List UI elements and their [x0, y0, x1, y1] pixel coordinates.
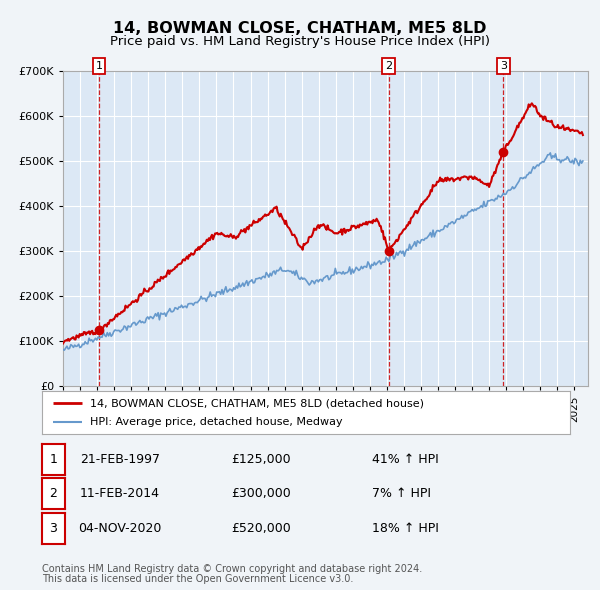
Text: 1: 1 — [49, 453, 58, 466]
Text: 14, BOWMAN CLOSE, CHATHAM, ME5 8LD: 14, BOWMAN CLOSE, CHATHAM, ME5 8LD — [113, 21, 487, 36]
Text: 14, BOWMAN CLOSE, CHATHAM, ME5 8LD (detached house): 14, BOWMAN CLOSE, CHATHAM, ME5 8LD (deta… — [89, 398, 424, 408]
Text: 21-FEB-1997: 21-FEB-1997 — [80, 453, 160, 466]
Text: 7% ↑ HPI: 7% ↑ HPI — [372, 487, 431, 500]
Text: HPI: Average price, detached house, Medway: HPI: Average price, detached house, Medw… — [89, 417, 342, 427]
Text: £520,000: £520,000 — [231, 522, 291, 535]
Text: £125,000: £125,000 — [231, 453, 291, 466]
Text: 04-NOV-2020: 04-NOV-2020 — [79, 522, 161, 535]
Text: £300,000: £300,000 — [231, 487, 291, 500]
Text: 2: 2 — [49, 487, 58, 500]
Text: This data is licensed under the Open Government Licence v3.0.: This data is licensed under the Open Gov… — [42, 575, 353, 584]
Text: 11-FEB-2014: 11-FEB-2014 — [80, 487, 160, 500]
Text: 3: 3 — [500, 61, 507, 71]
Text: 1: 1 — [95, 61, 103, 71]
Text: 2: 2 — [385, 61, 392, 71]
Text: 41% ↑ HPI: 41% ↑ HPI — [372, 453, 439, 466]
Text: Contains HM Land Registry data © Crown copyright and database right 2024.: Contains HM Land Registry data © Crown c… — [42, 564, 422, 573]
Text: 18% ↑ HPI: 18% ↑ HPI — [372, 522, 439, 535]
Text: 3: 3 — [49, 522, 58, 535]
Text: Price paid vs. HM Land Registry's House Price Index (HPI): Price paid vs. HM Land Registry's House … — [110, 35, 490, 48]
